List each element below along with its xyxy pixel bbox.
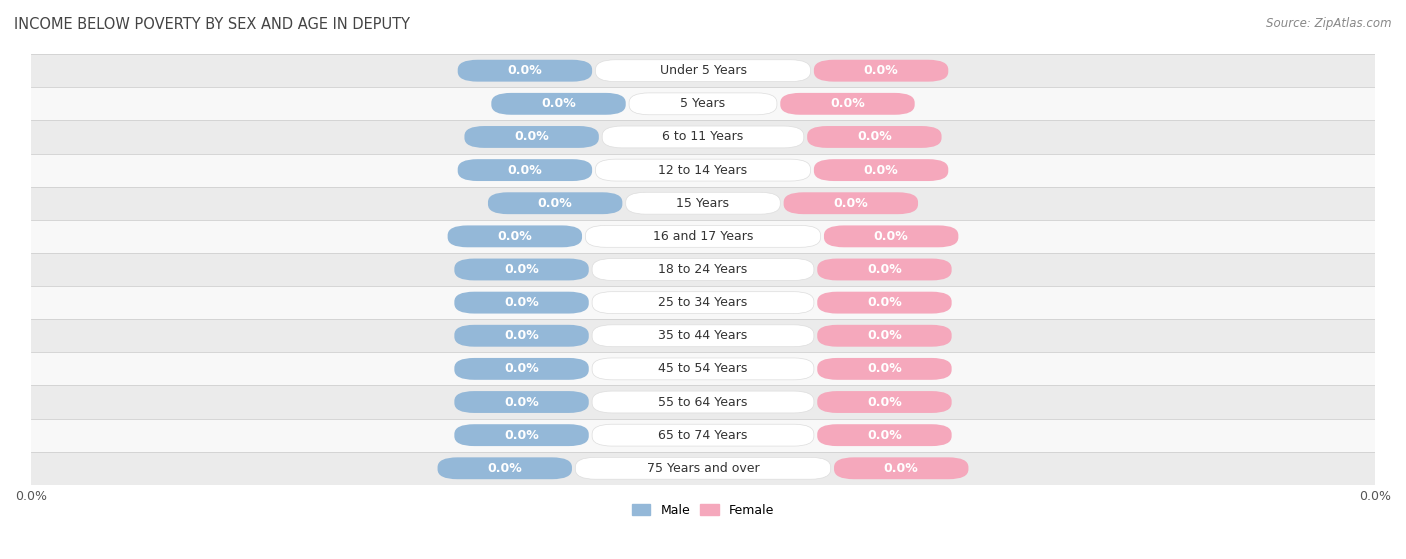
Text: 45 to 54 Years: 45 to 54 Years (658, 362, 748, 376)
FancyBboxPatch shape (817, 391, 952, 413)
FancyBboxPatch shape (817, 424, 952, 446)
FancyBboxPatch shape (464, 126, 599, 148)
Text: INCOME BELOW POVERTY BY SEX AND AGE IN DEPUTY: INCOME BELOW POVERTY BY SEX AND AGE IN D… (14, 17, 411, 32)
FancyBboxPatch shape (592, 325, 814, 347)
FancyBboxPatch shape (575, 457, 831, 479)
Text: 0.0%: 0.0% (508, 64, 543, 77)
FancyBboxPatch shape (602, 126, 804, 148)
Text: Under 5 Years: Under 5 Years (659, 64, 747, 77)
Text: 0.0%: 0.0% (834, 197, 869, 210)
FancyBboxPatch shape (596, 159, 810, 181)
Text: 0.0%: 0.0% (863, 64, 898, 77)
Text: 0.0%: 0.0% (508, 164, 543, 177)
Text: 0.0%: 0.0% (868, 396, 901, 409)
FancyBboxPatch shape (807, 126, 942, 148)
Text: 55 to 64 Years: 55 to 64 Years (658, 396, 748, 409)
Legend: Male, Female: Male, Female (627, 499, 779, 522)
FancyBboxPatch shape (834, 457, 969, 479)
FancyBboxPatch shape (592, 292, 814, 314)
FancyBboxPatch shape (626, 192, 780, 214)
Text: 0.0%: 0.0% (858, 130, 891, 144)
Text: 0.0%: 0.0% (505, 429, 538, 442)
FancyBboxPatch shape (437, 457, 572, 479)
Bar (31, 87, 1375, 120)
FancyBboxPatch shape (454, 358, 589, 380)
Text: 0.0%: 0.0% (541, 97, 576, 110)
Bar (31, 253, 1375, 286)
FancyBboxPatch shape (447, 225, 582, 247)
Text: 0.0%: 0.0% (488, 462, 522, 475)
FancyBboxPatch shape (780, 93, 915, 115)
FancyBboxPatch shape (458, 159, 592, 181)
Bar (31, 220, 1375, 253)
FancyBboxPatch shape (454, 391, 589, 413)
Text: 65 to 74 Years: 65 to 74 Years (658, 429, 748, 442)
Text: 75 Years and over: 75 Years and over (647, 462, 759, 475)
Text: 15 Years: 15 Years (676, 197, 730, 210)
FancyBboxPatch shape (454, 292, 589, 314)
Text: 0.0%: 0.0% (515, 130, 548, 144)
Text: 0.0%: 0.0% (537, 197, 572, 210)
Text: 0.0%: 0.0% (873, 230, 908, 243)
FancyBboxPatch shape (824, 225, 959, 247)
FancyBboxPatch shape (814, 60, 948, 82)
Bar (31, 120, 1375, 154)
Text: 0.0%: 0.0% (884, 462, 918, 475)
FancyBboxPatch shape (454, 325, 589, 347)
Bar (31, 286, 1375, 319)
FancyBboxPatch shape (817, 325, 952, 347)
Text: 0.0%: 0.0% (505, 362, 538, 376)
FancyBboxPatch shape (488, 192, 623, 214)
FancyBboxPatch shape (585, 225, 821, 247)
FancyBboxPatch shape (592, 424, 814, 446)
FancyBboxPatch shape (783, 192, 918, 214)
Text: 0.0%: 0.0% (868, 296, 901, 309)
Bar (31, 187, 1375, 220)
Text: Source: ZipAtlas.com: Source: ZipAtlas.com (1267, 17, 1392, 30)
Text: 0.0%: 0.0% (505, 396, 538, 409)
Text: 16 and 17 Years: 16 and 17 Years (652, 230, 754, 243)
Text: 0.0%: 0.0% (505, 263, 538, 276)
FancyBboxPatch shape (814, 159, 948, 181)
Text: 25 to 34 Years: 25 to 34 Years (658, 296, 748, 309)
FancyBboxPatch shape (458, 60, 592, 82)
Text: 0.0%: 0.0% (505, 329, 538, 342)
FancyBboxPatch shape (491, 93, 626, 115)
Text: 6 to 11 Years: 6 to 11 Years (662, 130, 744, 144)
Text: 0.0%: 0.0% (868, 329, 901, 342)
Text: 0.0%: 0.0% (868, 263, 901, 276)
Text: 0.0%: 0.0% (505, 296, 538, 309)
FancyBboxPatch shape (592, 358, 814, 380)
FancyBboxPatch shape (596, 60, 810, 82)
FancyBboxPatch shape (592, 259, 814, 281)
Bar (31, 452, 1375, 485)
Text: 0.0%: 0.0% (868, 429, 901, 442)
Bar (31, 54, 1375, 87)
Bar (31, 386, 1375, 419)
Text: 0.0%: 0.0% (863, 164, 898, 177)
Text: 12 to 14 Years: 12 to 14 Years (658, 164, 748, 177)
FancyBboxPatch shape (592, 391, 814, 413)
FancyBboxPatch shape (628, 93, 778, 115)
Text: 35 to 44 Years: 35 to 44 Years (658, 329, 748, 342)
Bar (31, 419, 1375, 452)
Text: 0.0%: 0.0% (830, 97, 865, 110)
Text: 18 to 24 Years: 18 to 24 Years (658, 263, 748, 276)
FancyBboxPatch shape (817, 259, 952, 281)
Bar (31, 319, 1375, 352)
FancyBboxPatch shape (454, 259, 589, 281)
FancyBboxPatch shape (817, 358, 952, 380)
Text: 5 Years: 5 Years (681, 97, 725, 110)
FancyBboxPatch shape (454, 424, 589, 446)
Text: 0.0%: 0.0% (498, 230, 533, 243)
Text: 0.0%: 0.0% (868, 362, 901, 376)
FancyBboxPatch shape (817, 292, 952, 314)
Bar (31, 352, 1375, 386)
Bar (31, 154, 1375, 187)
